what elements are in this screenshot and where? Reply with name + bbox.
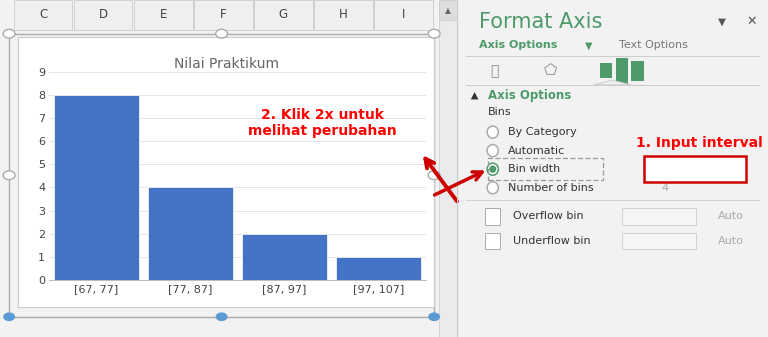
Circle shape <box>3 312 15 321</box>
Bar <box>14 0 72 30</box>
Text: 52.0: 52.0 <box>647 236 671 246</box>
Bar <box>148 187 233 280</box>
Text: D: D <box>98 8 108 21</box>
Text: 1. Input interval: 1. Input interval <box>636 136 763 150</box>
Bar <box>439 0 457 20</box>
Text: E: E <box>160 8 167 21</box>
Text: ◀: ◀ <box>469 91 479 99</box>
Circle shape <box>216 312 227 321</box>
Text: Auto: Auto <box>718 236 743 246</box>
Bar <box>55 95 139 280</box>
Text: Bin width: Bin width <box>508 164 561 174</box>
Text: Overflow bin: Overflow bin <box>513 211 584 221</box>
Bar <box>134 0 193 30</box>
FancyBboxPatch shape <box>644 156 746 182</box>
Circle shape <box>216 29 227 38</box>
Circle shape <box>3 29 15 38</box>
FancyBboxPatch shape <box>622 208 697 225</box>
Polygon shape <box>594 80 631 85</box>
Circle shape <box>487 126 498 138</box>
Bar <box>314 0 372 30</box>
Text: Bins: Bins <box>488 107 511 117</box>
Text: ▲: ▲ <box>445 6 451 14</box>
Circle shape <box>429 171 440 180</box>
Bar <box>485 233 500 249</box>
Bar <box>600 63 613 78</box>
Bar <box>439 0 457 337</box>
Text: Nilai Praktikum: Nilai Praktikum <box>174 57 279 71</box>
Text: Automatic: Automatic <box>508 146 565 156</box>
Circle shape <box>429 29 440 38</box>
Circle shape <box>216 171 227 180</box>
Circle shape <box>487 182 498 194</box>
Text: 🔖: 🔖 <box>490 64 498 78</box>
Bar <box>485 208 500 225</box>
Text: 4: 4 <box>662 183 669 193</box>
Bar <box>243 234 327 280</box>
Text: Underflow bin: Underflow bin <box>513 236 591 246</box>
Bar <box>616 58 628 84</box>
Text: ✕: ✕ <box>746 16 756 28</box>
Bar <box>74 0 132 30</box>
Text: G: G <box>279 8 288 21</box>
Bar <box>374 0 432 30</box>
Text: Format Axis: Format Axis <box>478 12 602 32</box>
Bar <box>254 0 313 30</box>
Circle shape <box>490 166 495 172</box>
Circle shape <box>3 171 15 180</box>
Text: F: F <box>220 8 227 21</box>
Text: Text Options: Text Options <box>619 40 687 51</box>
Text: Axis Options: Axis Options <box>478 40 557 51</box>
Text: ▼: ▼ <box>718 17 727 27</box>
Circle shape <box>487 163 498 175</box>
Circle shape <box>487 145 498 157</box>
Text: C: C <box>39 8 47 21</box>
Bar <box>194 0 253 30</box>
FancyBboxPatch shape <box>622 233 697 249</box>
Text: 2. Klik 2x untuk
melihat perubahan: 2. Klik 2x untuk melihat perubahan <box>248 108 397 138</box>
Text: By Category: By Category <box>508 127 577 137</box>
Text: 108.0: 108.0 <box>644 211 675 221</box>
Bar <box>336 257 421 280</box>
Text: Axis Options: Axis Options <box>488 89 571 101</box>
Text: Auto: Auto <box>718 211 743 221</box>
Text: ▼: ▼ <box>584 40 592 51</box>
Text: H: H <box>339 8 348 21</box>
Bar <box>631 61 644 81</box>
Bar <box>18 37 434 307</box>
Text: ⬠: ⬠ <box>544 63 557 78</box>
Text: Number of bins: Number of bins <box>508 183 594 193</box>
Circle shape <box>429 312 440 321</box>
Text: I: I <box>402 8 405 21</box>
Text: 10.0: 10.0 <box>682 163 708 176</box>
